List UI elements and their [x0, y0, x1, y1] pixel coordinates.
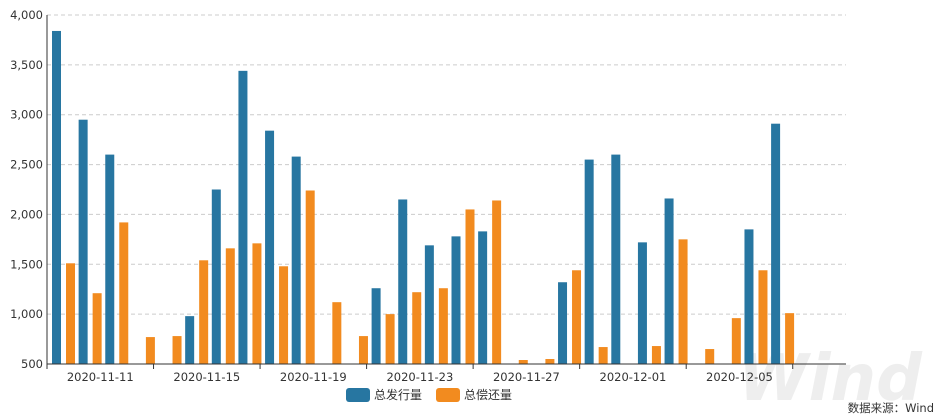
- bar: [238, 70, 248, 364]
- bar: [211, 189, 221, 364]
- bar: [465, 209, 475, 364]
- bar: [412, 292, 422, 364]
- bar: [451, 236, 461, 364]
- bar: [611, 154, 621, 364]
- bar: [185, 316, 195, 364]
- bar: [119, 222, 129, 364]
- bar: [358, 336, 368, 364]
- bar: [52, 30, 61, 365]
- bar: [78, 119, 88, 364]
- bar: [424, 245, 434, 364]
- bar: [199, 260, 209, 364]
- y-tick-label: 1,000: [10, 307, 43, 321]
- y-tick-label: 2,000: [10, 207, 43, 221]
- y-axis: 500 1,000 1,500 2,000 2,500 3,000 3,500 4,000: [10, 8, 48, 371]
- bar: [332, 302, 342, 364]
- bar: [305, 190, 315, 364]
- bar: [92, 293, 102, 364]
- y-tick-label: 3,000: [10, 108, 43, 122]
- bar: [637, 242, 647, 364]
- legend-swatch: [436, 388, 460, 402]
- legend-label: 总发行量: [374, 387, 422, 402]
- x-tick-label: 2020-12-01: [600, 370, 667, 384]
- bar: [758, 270, 768, 364]
- bar: [545, 359, 555, 364]
- bar: [744, 229, 754, 364]
- bar: [371, 288, 381, 364]
- bar: [518, 360, 528, 364]
- bar: [572, 270, 582, 364]
- bar: [66, 263, 75, 364]
- y-tick-label: 4,000: [10, 8, 43, 22]
- x-tick-label: 2020-11-11: [67, 370, 134, 384]
- bar: [478, 231, 488, 364]
- y-tick-label: 500: [21, 357, 43, 371]
- bar: [651, 346, 661, 364]
- x-tick-label: 2020-11-19: [280, 370, 347, 384]
- y-tick-label: 2,500: [10, 158, 43, 172]
- bar: [145, 337, 155, 364]
- bar: [279, 266, 289, 364]
- bar: [398, 199, 408, 364]
- x-tick-label: 2020-11-23: [386, 370, 453, 384]
- bar: [172, 336, 182, 364]
- x-tick-label: 2020-12-05: [706, 370, 773, 384]
- bar: [225, 248, 235, 364]
- bar: [438, 288, 448, 364]
- bar: [265, 130, 275, 364]
- source-label: 数据来源：Wind: [848, 401, 934, 415]
- bar: [785, 313, 795, 364]
- bar: [105, 154, 115, 364]
- bar: [584, 159, 594, 364]
- bar: [492, 200, 502, 364]
- x-tick-label: 2020-11-27: [493, 370, 560, 384]
- bar: [731, 318, 741, 364]
- bar: [385, 314, 395, 364]
- bar: [664, 198, 674, 364]
- bars: [52, 30, 795, 365]
- legend: 总发行量 总偿还量: [346, 387, 512, 402]
- bar: [598, 347, 608, 364]
- y-tick-label: 1,500: [10, 257, 43, 271]
- x-tick-label: 2020-11-15: [173, 370, 240, 384]
- gridlines: [47, 14, 846, 315]
- bar: [705, 349, 715, 364]
- legend-label: 总偿还量: [464, 387, 512, 402]
- y-tick-label: 3,500: [10, 58, 43, 72]
- bar: [771, 123, 781, 364]
- x-axis: 2020-11-11 2020-11-15 2020-11-19 2020-11-23…: [46, 363, 846, 384]
- bar: [558, 282, 568, 364]
- bar: [678, 239, 688, 364]
- watermark: Wind: [738, 342, 923, 416]
- legend-swatch: [346, 388, 370, 402]
- bar: [291, 156, 301, 364]
- bar: [252, 243, 262, 364]
